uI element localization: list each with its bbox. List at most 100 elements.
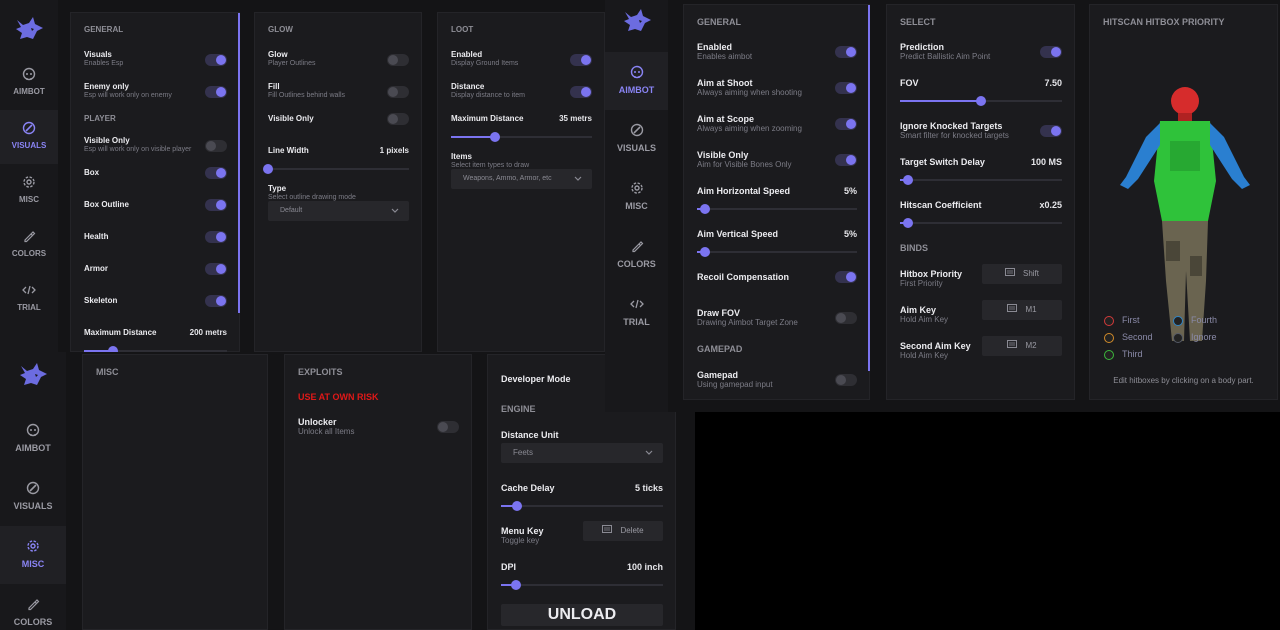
slider[interactable] <box>697 204 857 214</box>
nav-item[interactable]: TRIAL <box>0 272 58 326</box>
setting-hint: Drawing Aimbot Target Zone <box>697 318 798 327</box>
nav-label: TRIAL <box>623 317 650 327</box>
toggle[interactable] <box>205 199 227 211</box>
setting-label: Hitscan Coefficient <box>900 200 982 210</box>
toggle[interactable] <box>437 421 459 433</box>
nav-icon-part <box>27 540 39 552</box>
nav-item[interactable]: VISUALS <box>605 110 668 168</box>
nav-item[interactable]: VISUALS <box>0 110 58 164</box>
slider[interactable] <box>84 346 227 352</box>
nav-item[interactable]: COLORS <box>605 226 668 284</box>
setting-label: Recoil Compensation <box>697 272 790 282</box>
nav-item[interactable]: MISC <box>0 526 66 584</box>
logo-part <box>35 374 38 377</box>
slider[interactable] <box>697 247 857 257</box>
panel-title: MISC <box>96 367 119 377</box>
toggle[interactable] <box>835 154 857 166</box>
button[interactable]: UNLOAD <box>501 604 663 626</box>
nav-item[interactable]: VISUALS <box>0 468 66 526</box>
key-bind[interactable]: M1 <box>982 300 1062 320</box>
setting-label: Items <box>451 152 472 161</box>
nav-item[interactable]: TRIAL <box>605 284 668 342</box>
nav-label: AIMBOT <box>618 85 655 95</box>
nav-icon <box>22 285 36 295</box>
chevron <box>645 450 653 455</box>
slider-value: 5% <box>843 229 857 239</box>
nav-item[interactable]: COLORS <box>0 218 58 272</box>
slider[interactable] <box>900 175 1062 185</box>
toggle[interactable] <box>1040 46 1062 58</box>
toggle[interactable] <box>387 54 409 66</box>
toggle[interactable] <box>570 86 592 98</box>
slider[interactable] <box>501 580 663 590</box>
row-toggle: Draw FOV Drawing Aimbot Target Zone <box>697 308 857 349</box>
setting-label: Visible Only <box>268 114 314 123</box>
key-bind[interactable]: Shift <box>982 264 1062 284</box>
logo-part <box>31 28 34 31</box>
nav-item[interactable]: AIMBOT <box>0 56 58 110</box>
key-bind[interactable]: Delete <box>583 521 663 541</box>
toggle[interactable] <box>205 231 227 243</box>
toggle[interactable] <box>835 46 857 58</box>
row-slider: Aim Vertical Speed 5% <box>697 229 857 277</box>
dropdown[interactable]: Weapons, Ammo, Armor, etc <box>451 169 592 189</box>
slider[interactable] <box>451 132 592 142</box>
section-title: BINDS <box>900 243 929 253</box>
setting-label: Aim at Scope <box>697 114 755 124</box>
setting-label: Aim at Shoot <box>697 78 753 88</box>
app-window: AIMBOT VISUALS MISC COLORS TRIAL GENERAL Visua… <box>0 0 605 352</box>
key-icon-part <box>602 525 613 533</box>
toggle[interactable] <box>205 140 227 152</box>
nav-label: VISUALS <box>11 141 47 150</box>
toggle[interactable] <box>835 118 857 130</box>
toggle[interactable] <box>835 312 857 324</box>
row-toggle: Armor <box>84 263 227 301</box>
row-warning: USE AT OWN RISK <box>298 392 459 422</box>
legend-label: Second <box>1122 332 1153 342</box>
nav-item[interactable]: AIMBOT <box>605 52 668 110</box>
slider[interactable] <box>501 501 663 511</box>
nav-icon-part <box>29 484 37 492</box>
slider-knob <box>700 247 710 257</box>
toggle[interactable] <box>835 271 857 283</box>
setting-label: Health <box>84 232 109 241</box>
slider[interactable] <box>263 164 409 174</box>
nav-icon-part <box>630 182 643 194</box>
toggle[interactable] <box>387 86 409 98</box>
toggle[interactable] <box>1040 125 1062 137</box>
key-icon-part <box>1006 270 1013 274</box>
toggle[interactable] <box>205 295 227 307</box>
row-key: Menu Key Toggle key Delete <box>501 521 663 567</box>
slider[interactable] <box>900 218 1062 228</box>
toggle[interactable] <box>835 374 857 386</box>
nav-item[interactable]: MISC <box>605 168 668 226</box>
toggle[interactable] <box>570 54 592 66</box>
row-toggle: Visible Only <box>268 113 409 151</box>
nav-icon-part <box>630 65 643 79</box>
setting-hint: Hold Aim Key <box>900 351 949 360</box>
dropdown[interactable]: Feets <box>501 443 663 463</box>
nav-label: MISC <box>625 201 648 211</box>
slider-value: 100 MS <box>1030 157 1062 167</box>
toggle-knob <box>1051 126 1061 136</box>
sidebar: AIMBOT VISUALS MISC COLORS <box>0 352 66 630</box>
logo-part <box>623 9 651 31</box>
slider[interactable] <box>900 96 1062 106</box>
nav-item[interactable]: COLORS <box>0 584 66 630</box>
toggle[interactable] <box>835 82 857 94</box>
key-bind[interactable]: M2 <box>982 336 1062 356</box>
slider-value: 7.50 <box>1044 78 1062 88</box>
nav-item[interactable]: MISC <box>0 164 58 218</box>
key-icon-part <box>1004 268 1015 276</box>
slider-fill <box>84 350 113 352</box>
toggle[interactable] <box>205 54 227 66</box>
toggle-knob <box>216 264 226 274</box>
setting-label: FOV <box>900 78 919 88</box>
nav-label: MISC <box>19 195 39 204</box>
nav-item[interactable]: AIMBOT <box>0 410 66 468</box>
toggle[interactable] <box>205 263 227 275</box>
toggle[interactable] <box>205 86 227 98</box>
toggle[interactable] <box>387 113 409 125</box>
toggle[interactable] <box>205 167 227 179</box>
dropdown[interactable]: Default <box>268 201 409 221</box>
